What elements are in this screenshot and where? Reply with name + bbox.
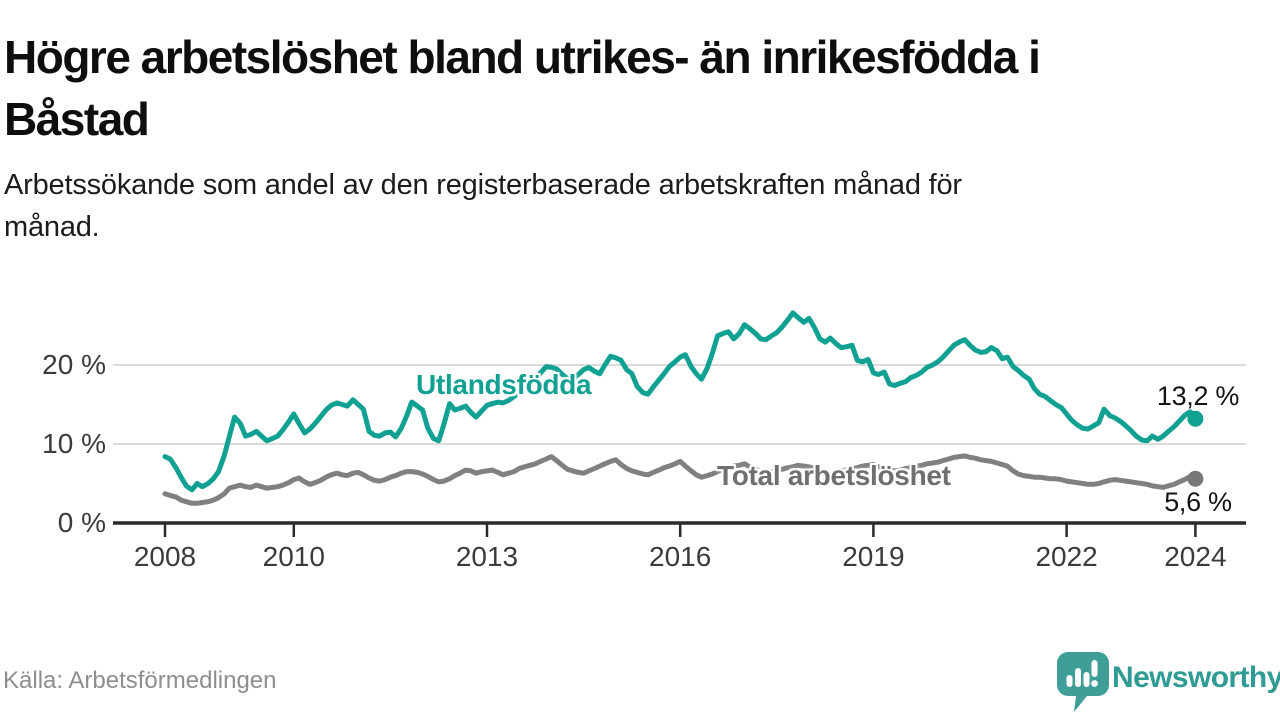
x-axis-tick-label: 2019 bbox=[842, 541, 905, 572]
title-line-2: Båstad bbox=[4, 93, 150, 145]
series-label-utlandsfodda: Utlandsfödda bbox=[416, 369, 592, 400]
y-axis-tick-label: 20 % bbox=[42, 349, 106, 380]
x-axis-tick-label: 2016 bbox=[649, 541, 712, 572]
x-axis-tick-label: 2008 bbox=[133, 541, 197, 572]
subtitle-line-1: Arbetssökande som andel av den registerb… bbox=[4, 169, 962, 201]
x-axis-tick-label: 2022 bbox=[1035, 541, 1098, 572]
bar-chart-speech-bubble-icon bbox=[1057, 652, 1109, 712]
chart-subtitle: Arbetssökande som andel av den registerb… bbox=[4, 164, 1264, 248]
series-end-dot-total bbox=[1187, 470, 1204, 487]
series-line-total bbox=[162, 453, 1198, 506]
series-line-utlandsfodda bbox=[162, 310, 1198, 493]
x-axis-tick-label: 2013 bbox=[455, 541, 519, 572]
newsworthy-logo: Newsworthy bbox=[1055, 650, 1280, 714]
y-axis-tick-label: 10 % bbox=[42, 428, 106, 459]
series-end-dot-utlandsfodda bbox=[1187, 410, 1204, 427]
end-value-label-utlandsfodda: 13,2 % bbox=[1156, 381, 1240, 411]
brand-wordmark: Newsworthy bbox=[1112, 661, 1280, 694]
y-axis-tick-label: 0 % bbox=[57, 507, 106, 538]
x-axis-tick-label: 2010 bbox=[262, 541, 325, 572]
x-axis-tick-label: 2024 bbox=[1164, 541, 1227, 572]
subtitle-line-2: månad. bbox=[4, 211, 100, 243]
title-line-1: Högre arbetslöshet bland utrikes- än inr… bbox=[4, 31, 1041, 83]
page-title: Högre arbetslöshet bland utrikes- än inr… bbox=[4, 26, 1264, 150]
series-label-total-arbetsloshet: Total arbetslöshet bbox=[717, 460, 951, 491]
end-value-label-total: 5,6 % bbox=[1164, 487, 1232, 517]
source-note: Källa: Arbetsförmedlingen bbox=[3, 667, 277, 694]
